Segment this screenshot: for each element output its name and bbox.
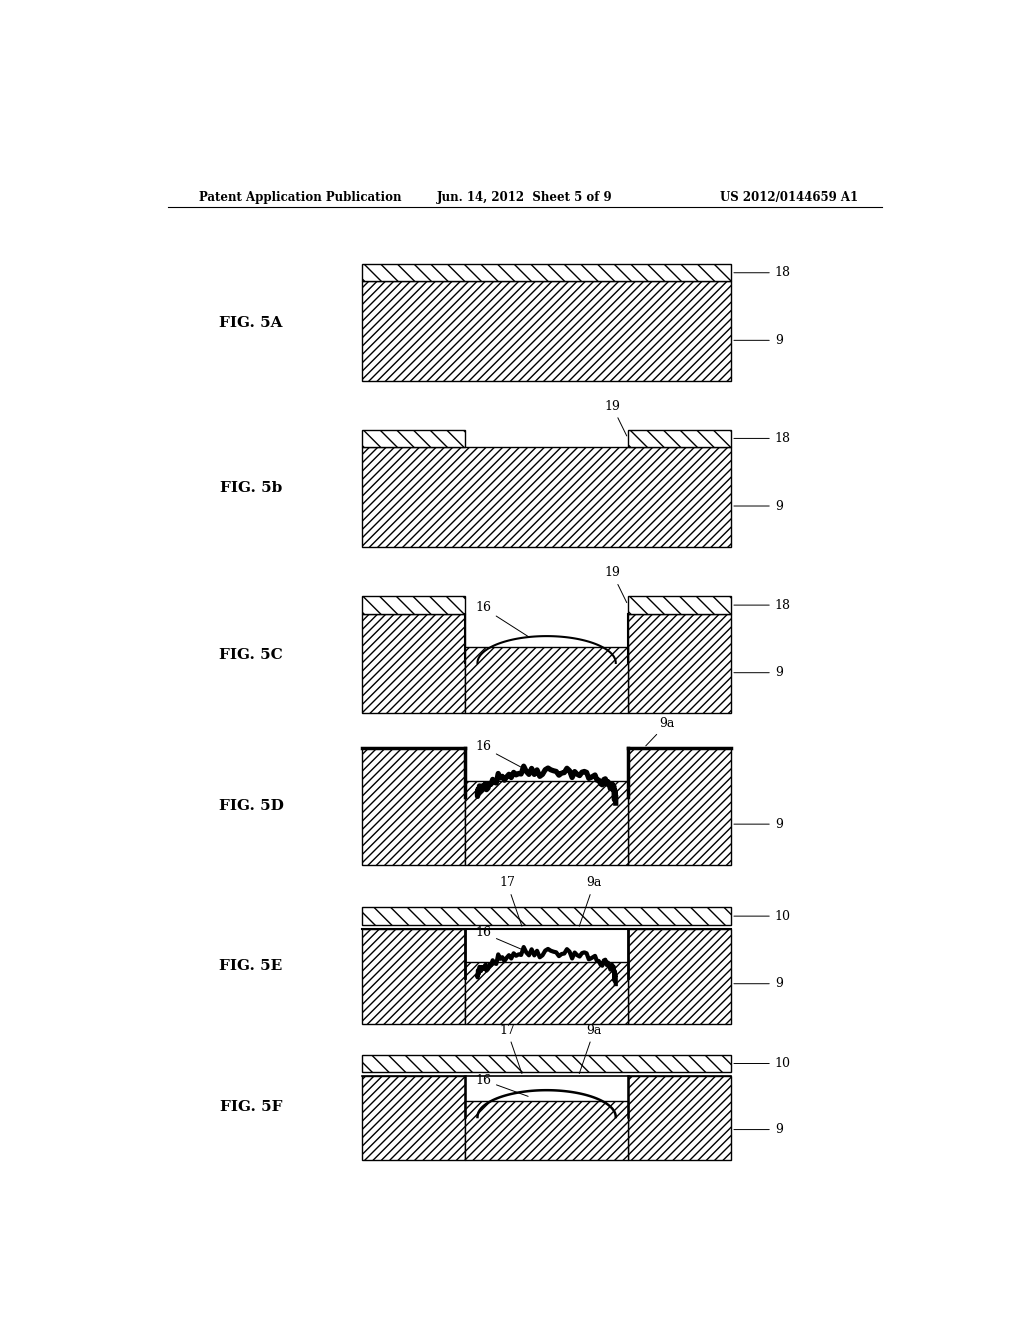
- Text: FIG. 5F: FIG. 5F: [220, 1101, 283, 1114]
- Text: FIG. 5A: FIG. 5A: [219, 315, 283, 330]
- Bar: [465, 1101, 628, 1160]
- Text: US 2012/0144659 A1: US 2012/0144659 A1: [720, 190, 858, 203]
- Bar: [362, 748, 465, 865]
- Text: 16: 16: [475, 927, 528, 952]
- Bar: [465, 962, 628, 1024]
- Text: 10: 10: [734, 909, 791, 923]
- Bar: [362, 614, 465, 713]
- Bar: [465, 647, 628, 713]
- Text: 9: 9: [734, 817, 782, 830]
- Text: 9: 9: [734, 977, 782, 990]
- Text: 9a: 9a: [580, 876, 602, 927]
- Text: 18: 18: [734, 432, 791, 445]
- Text: 9: 9: [734, 1123, 782, 1137]
- Text: FIG. 5E: FIG. 5E: [219, 958, 283, 973]
- Bar: [362, 430, 465, 447]
- Bar: [362, 929, 465, 1024]
- Text: 19: 19: [604, 400, 627, 436]
- Text: 9a: 9a: [646, 717, 675, 746]
- Text: Patent Application Publication: Patent Application Publication: [200, 190, 402, 203]
- Text: 16: 16: [475, 601, 528, 636]
- Bar: [362, 1076, 465, 1160]
- Text: FIG. 5D: FIG. 5D: [218, 800, 284, 813]
- Text: 10: 10: [734, 1057, 791, 1071]
- Bar: [465, 781, 628, 865]
- Text: 18: 18: [734, 267, 791, 280]
- Text: 17: 17: [499, 876, 522, 927]
- Text: 18: 18: [734, 598, 791, 611]
- Text: Jun. 14, 2012  Sheet 5 of 9: Jun. 14, 2012 Sheet 5 of 9: [437, 190, 612, 203]
- Text: 9: 9: [734, 499, 782, 512]
- Text: 19: 19: [604, 566, 627, 603]
- Bar: [628, 430, 731, 447]
- Bar: [362, 1055, 731, 1072]
- Text: 16: 16: [475, 741, 528, 771]
- Text: 17: 17: [499, 1023, 522, 1073]
- Text: FIG. 5b: FIG. 5b: [220, 482, 283, 495]
- Text: 9: 9: [734, 667, 782, 680]
- Bar: [628, 748, 731, 865]
- Text: FIG. 5C: FIG. 5C: [219, 648, 283, 661]
- Text: 9a: 9a: [580, 1023, 602, 1073]
- Text: 9: 9: [734, 334, 782, 347]
- Text: 16: 16: [475, 1073, 528, 1097]
- Bar: [362, 447, 731, 546]
- Bar: [628, 614, 731, 713]
- Bar: [628, 929, 731, 1024]
- Bar: [628, 597, 731, 614]
- Bar: [628, 1076, 731, 1160]
- Bar: [362, 264, 731, 281]
- Bar: [362, 281, 731, 381]
- Bar: [362, 907, 731, 925]
- Bar: [362, 597, 465, 614]
